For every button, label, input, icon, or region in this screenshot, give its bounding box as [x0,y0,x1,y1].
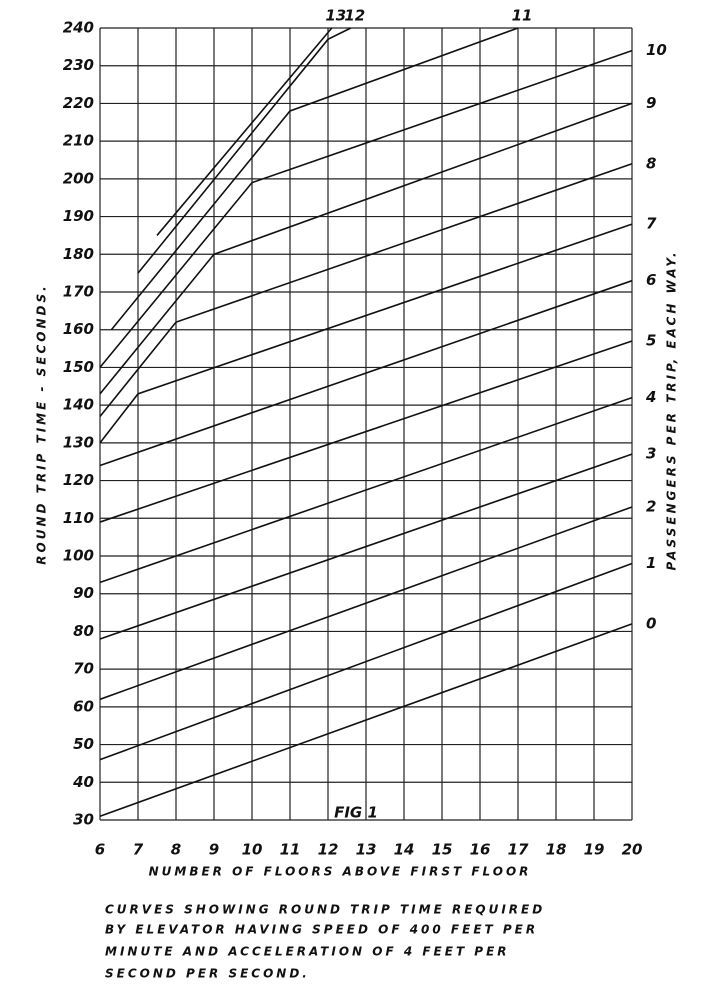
y-tick-label: 110 [63,509,94,527]
series-label: 12 [344,7,365,25]
series-line [99,163,633,417]
y-tick-label: 240 [63,19,94,37]
series-line [99,396,633,584]
x-tick-label: 11 [280,841,301,859]
x-tick-label: 14 [394,841,415,859]
y-tick-label: 60 [73,697,94,715]
caption-line: CURVES SHOWING ROUND TRIP TIME REQUIRED [105,903,545,917]
series-label: 10 [646,41,667,59]
x-tick-label: 7 [133,841,144,859]
caption-line: SECOND PER SECOND. [105,967,310,981]
y-tick-label: 180 [63,245,94,263]
figure-label: FIG 1 [334,804,378,822]
series-line [99,506,633,701]
series-label: 5 [646,332,656,350]
x-tick-label: 9 [209,841,219,859]
x-tick-label: 8 [171,841,181,859]
x-tick-label: 13 [356,841,377,859]
y-tick-label: 70 [73,660,94,678]
series-line [99,49,633,368]
y-tick-label: 100 [63,547,94,565]
series-label: 13 [325,7,346,25]
series-label: 1 [646,554,656,572]
series-label: 11 [512,7,533,25]
series-label: 8 [646,154,656,172]
series-label: 2 [646,497,656,515]
y-tick-label: 230 [63,56,94,74]
series-line [156,27,333,236]
y-tick-label: 200 [63,169,94,187]
y-tick-label: 80 [73,622,94,640]
series-line [99,102,633,395]
y-tick-label: 130 [63,433,94,451]
x-tick-label: 12 [318,841,339,859]
x-axis-label: NUMBER OF FLOORS ABOVE FIRST FLOOR [149,865,532,879]
series-label: 9 [646,94,656,112]
series-label: 0 [646,614,656,632]
series-label: 6 [646,271,656,289]
series-line [110,27,519,331]
y-tick-label: 140 [63,396,94,414]
y-tick-label: 210 [63,132,94,150]
series-line [99,340,633,523]
series-line [99,223,633,444]
y-tick-label: 90 [73,584,94,602]
x-tick-label: 15 [432,841,453,859]
series-label: 7 [646,215,657,233]
y2-axis-label: PASSENGERS PER TRIP, EACH WAY. [665,249,679,570]
y-tick-label: 30 [73,811,94,829]
series-label: 3 [646,445,656,463]
y-tick-label: 50 [73,735,94,753]
series-line [137,27,352,274]
series-line [99,562,633,761]
caption-line: BY ELEVATOR HAVING SPEED OF 400 FEET PER [105,923,538,937]
x-tick-label: 17 [508,841,529,859]
y-tick-label: 220 [63,94,94,112]
x-tick-label: 20 [622,841,643,859]
x-tick-label: 18 [546,841,567,859]
y-tick-label: 40 [72,773,94,791]
series-line [99,453,633,640]
y-axis-label: ROUND TRIP TIME - SECONDS. [35,283,49,564]
x-tick-label: 19 [584,841,605,859]
series-line [99,279,633,467]
x-tick-label: 10 [242,841,263,859]
caption-line: MINUTE AND ACCELERATION OF 4 FEET PER [105,945,510,959]
y-tick-label: 190 [63,207,94,225]
y-tick-label: 160 [63,320,94,338]
x-tick-label: 16 [470,841,491,859]
series-line [99,623,633,817]
x-tick-label: 6 [95,841,105,859]
series-label: 4 [645,388,656,406]
y-tick-label: 170 [63,283,94,301]
y-tick-label: 120 [63,471,94,489]
y-tick-label: 150 [63,358,94,376]
